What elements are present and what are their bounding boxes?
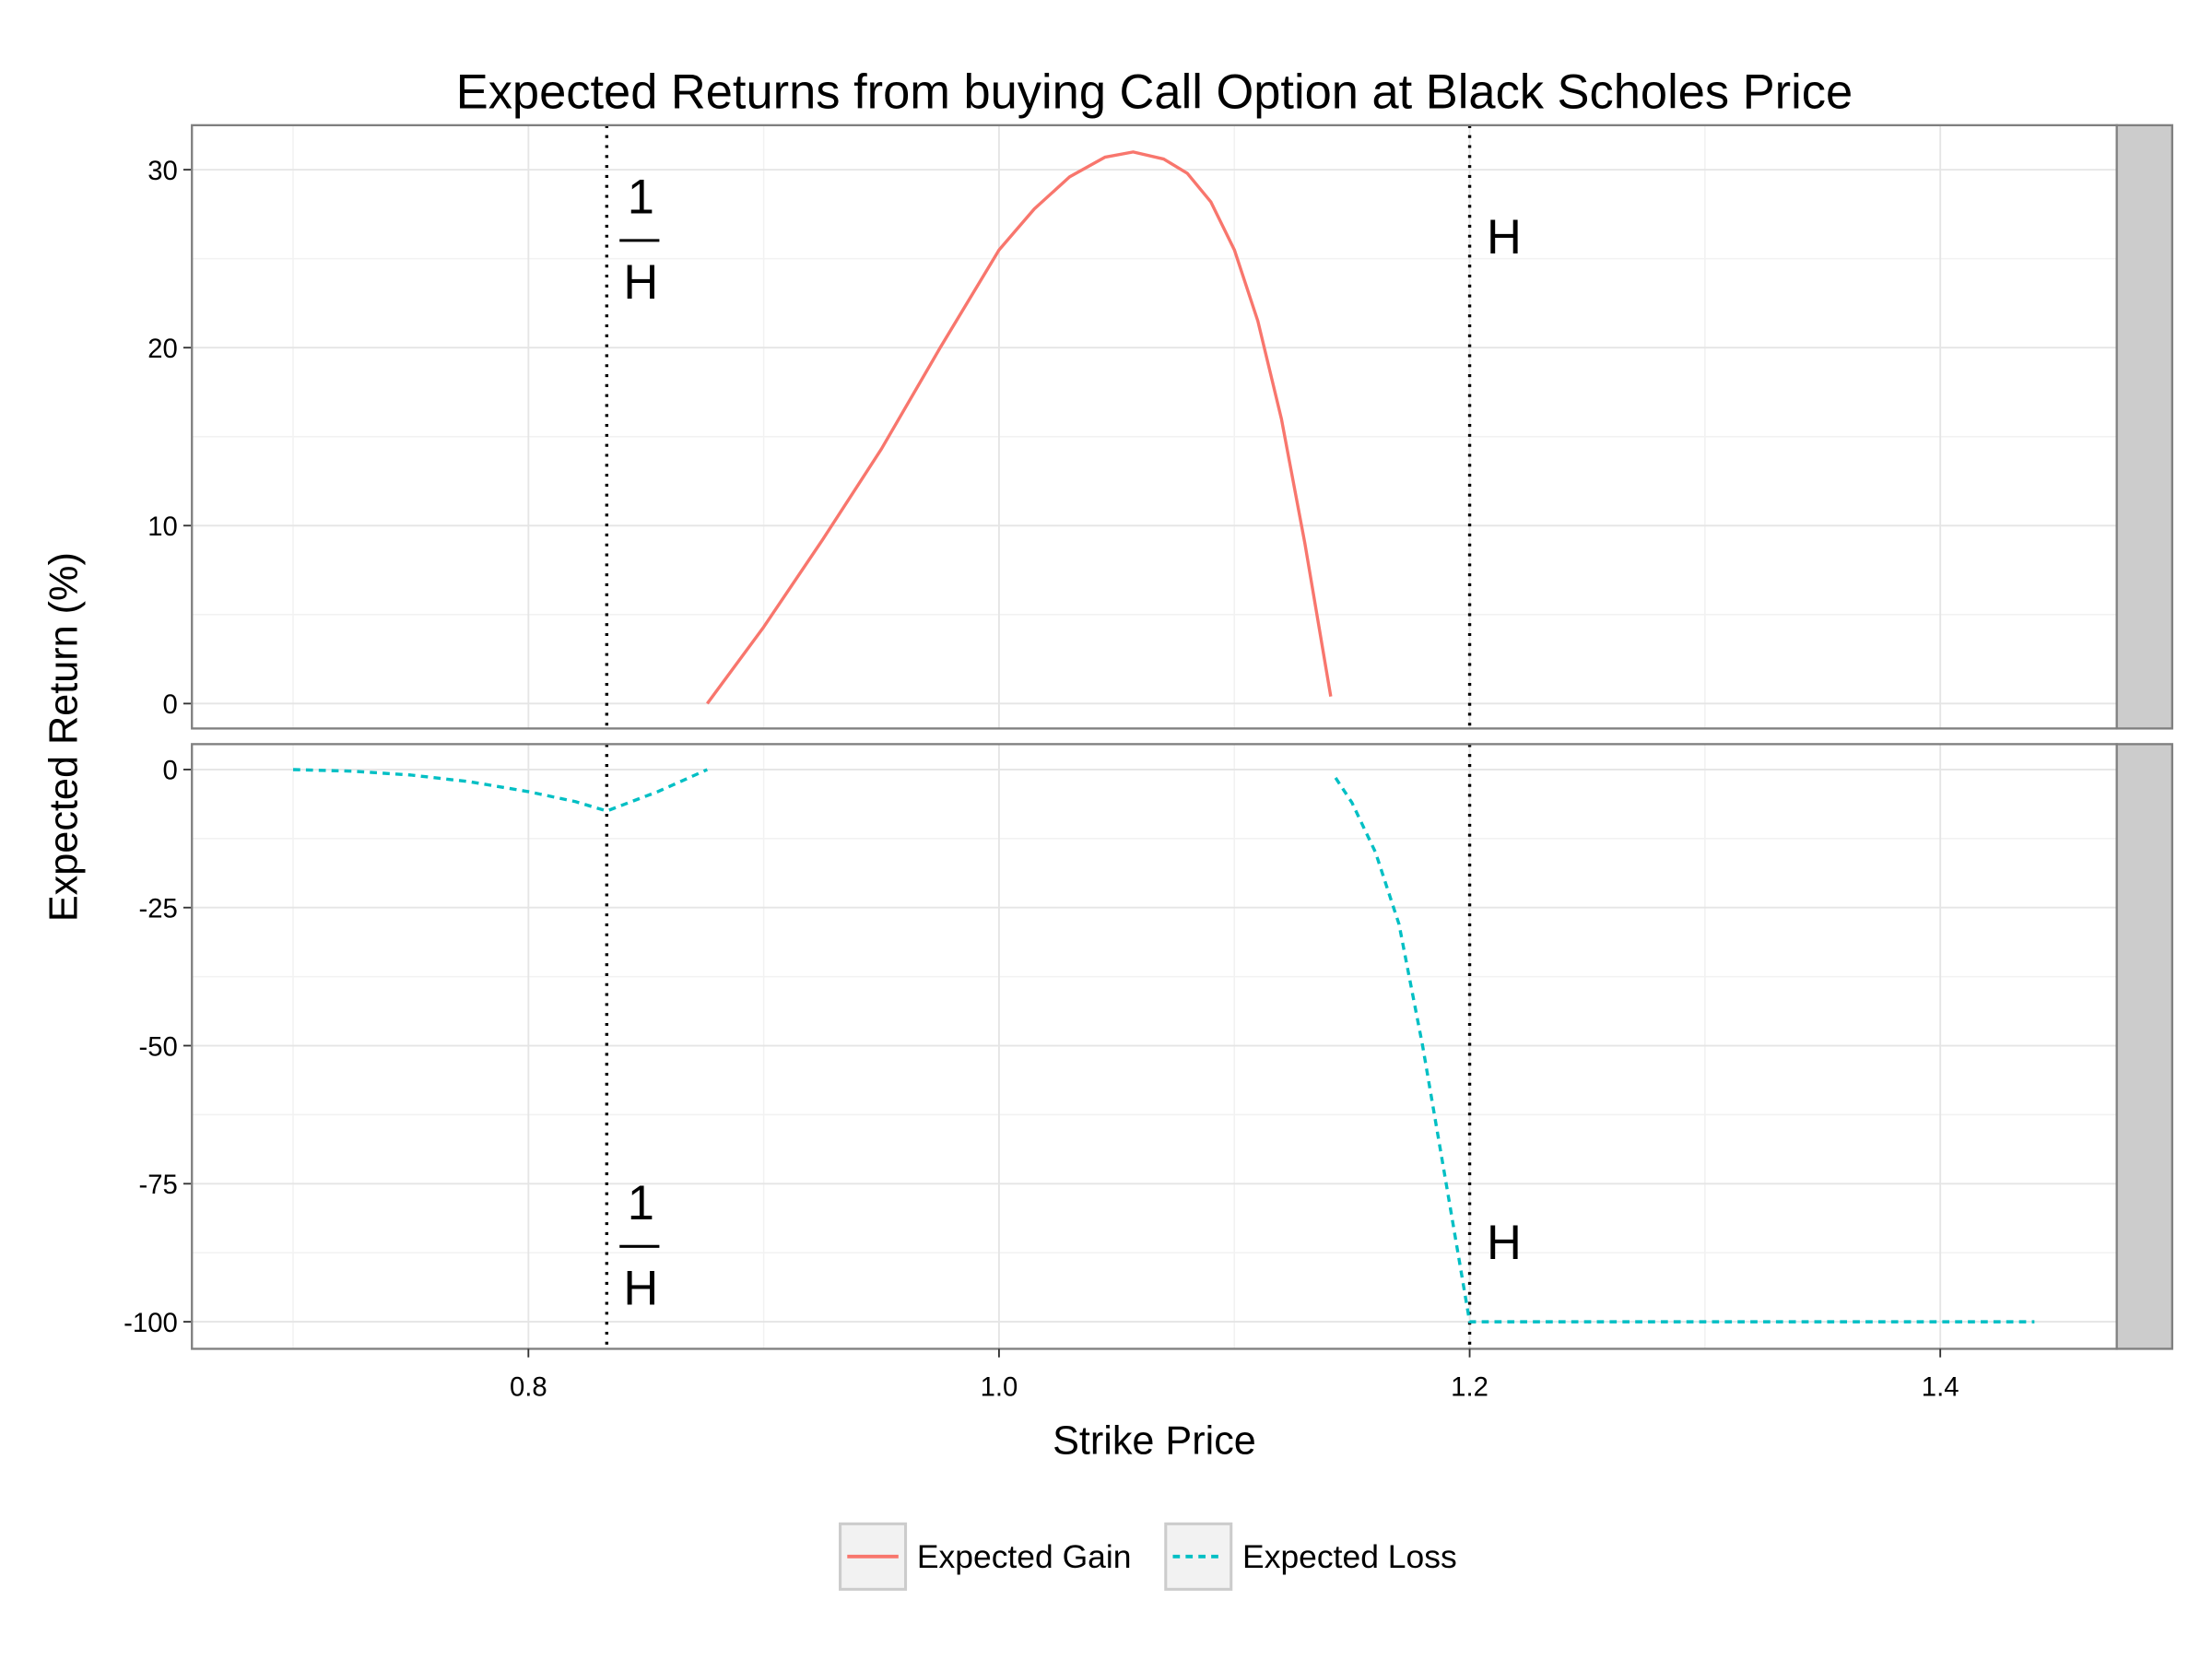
x-tick-label: 0.8 — [510, 1371, 547, 1402]
series-line-expected-loss — [293, 768, 709, 813]
series-line-expected-loss — [1334, 777, 2035, 1324]
series-line-expected-gain — [705, 150, 1333, 705]
y-tick-label: -50 — [138, 1031, 177, 1062]
x-tick-label: 1.4 — [1922, 1371, 1959, 1402]
y-tick-label: -75 — [138, 1170, 177, 1200]
y-tick-label: 30 — [147, 156, 178, 186]
y-tick-label: 10 — [147, 512, 178, 542]
y-axis-label: Expected Return (%) — [41, 552, 86, 922]
annotation-denominator: H — [623, 256, 658, 310]
annotation-denominator: H — [623, 1263, 658, 1316]
y-tick-label: 20 — [147, 334, 178, 364]
y-tick-label: -100 — [124, 1308, 178, 1338]
legend-label: Expected Gain — [917, 1538, 1132, 1575]
annotation-numerator: 1 — [628, 1177, 654, 1230]
x-tick-label: 1.0 — [981, 1371, 1018, 1402]
legend-item-expected-gain: Expected Gain — [839, 1522, 1132, 1591]
panel-background — [192, 124, 2117, 729]
annotation-numerator: 1 — [628, 171, 654, 225]
legend-label: Expected Loss — [1242, 1538, 1457, 1575]
y-tick-label: 0 — [163, 689, 178, 720]
facet-strip — [2115, 124, 2173, 730]
panel-2: 0 -25 -50 -75 -100 1 H H 0.8 1.0 1.2 1.4 — [124, 743, 2173, 1402]
annotation-label: H — [1487, 1217, 1522, 1270]
legend: Expected Gain Expected Loss — [839, 1522, 1457, 1591]
y-tick-label: -25 — [138, 894, 177, 924]
x-tick-label: 1.2 — [1451, 1371, 1488, 1402]
y-tick-label: 0 — [163, 756, 178, 786]
facet-strip — [2115, 743, 2173, 1350]
legend-item-expected-loss: Expected Loss — [1164, 1522, 1457, 1591]
panel-1: 0 10 20 30 1 H H — [147, 124, 2173, 730]
x-axis-label: Strike Price — [1053, 1419, 1256, 1464]
annotation-label: H — [1487, 211, 1522, 265]
chart-title: Expected Returns from buying Call Option… — [456, 65, 1853, 119]
